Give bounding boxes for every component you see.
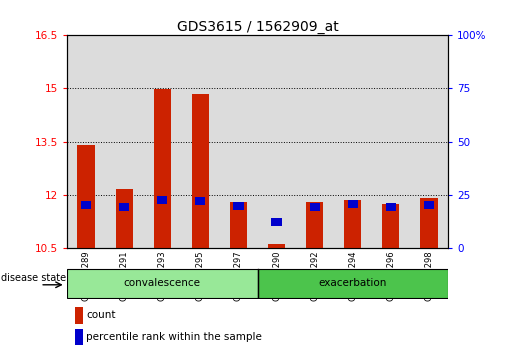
Bar	[344, 200, 362, 248]
Bar	[115, 189, 133, 248]
Bar	[348, 200, 358, 208]
Bar	[268, 244, 285, 248]
Bar	[420, 198, 438, 248]
Bar	[153, 88, 171, 248]
Bar	[181, 35, 219, 248]
Bar	[382, 204, 400, 248]
Bar	[386, 204, 396, 211]
Bar	[192, 94, 209, 248]
Bar	[258, 35, 296, 248]
FancyBboxPatch shape	[258, 269, 448, 297]
Bar	[195, 197, 205, 205]
Text: disease state: disease state	[2, 273, 66, 284]
Bar	[67, 35, 105, 248]
Text: convalescence: convalescence	[124, 278, 201, 288]
Text: percentile rank within the sample: percentile rank within the sample	[86, 332, 262, 342]
Bar	[372, 35, 410, 248]
Text: exacerbation: exacerbation	[319, 278, 387, 288]
Bar	[75, 329, 83, 345]
Bar	[105, 35, 143, 248]
Bar	[306, 202, 323, 248]
Bar	[75, 307, 83, 324]
Bar	[81, 201, 91, 209]
Bar	[143, 35, 181, 248]
Text: count: count	[86, 310, 115, 320]
Bar	[424, 201, 434, 209]
Bar	[230, 202, 247, 248]
Bar	[219, 35, 258, 248]
FancyBboxPatch shape	[67, 269, 258, 297]
Bar	[410, 35, 448, 248]
Bar	[157, 196, 167, 204]
Bar	[233, 202, 244, 210]
Bar	[271, 218, 282, 226]
Bar	[310, 204, 320, 211]
Bar	[77, 145, 95, 248]
Bar	[296, 35, 334, 248]
Title: GDS3615 / 1562909_at: GDS3615 / 1562909_at	[177, 21, 338, 34]
Bar	[334, 35, 372, 248]
Bar	[119, 204, 129, 211]
